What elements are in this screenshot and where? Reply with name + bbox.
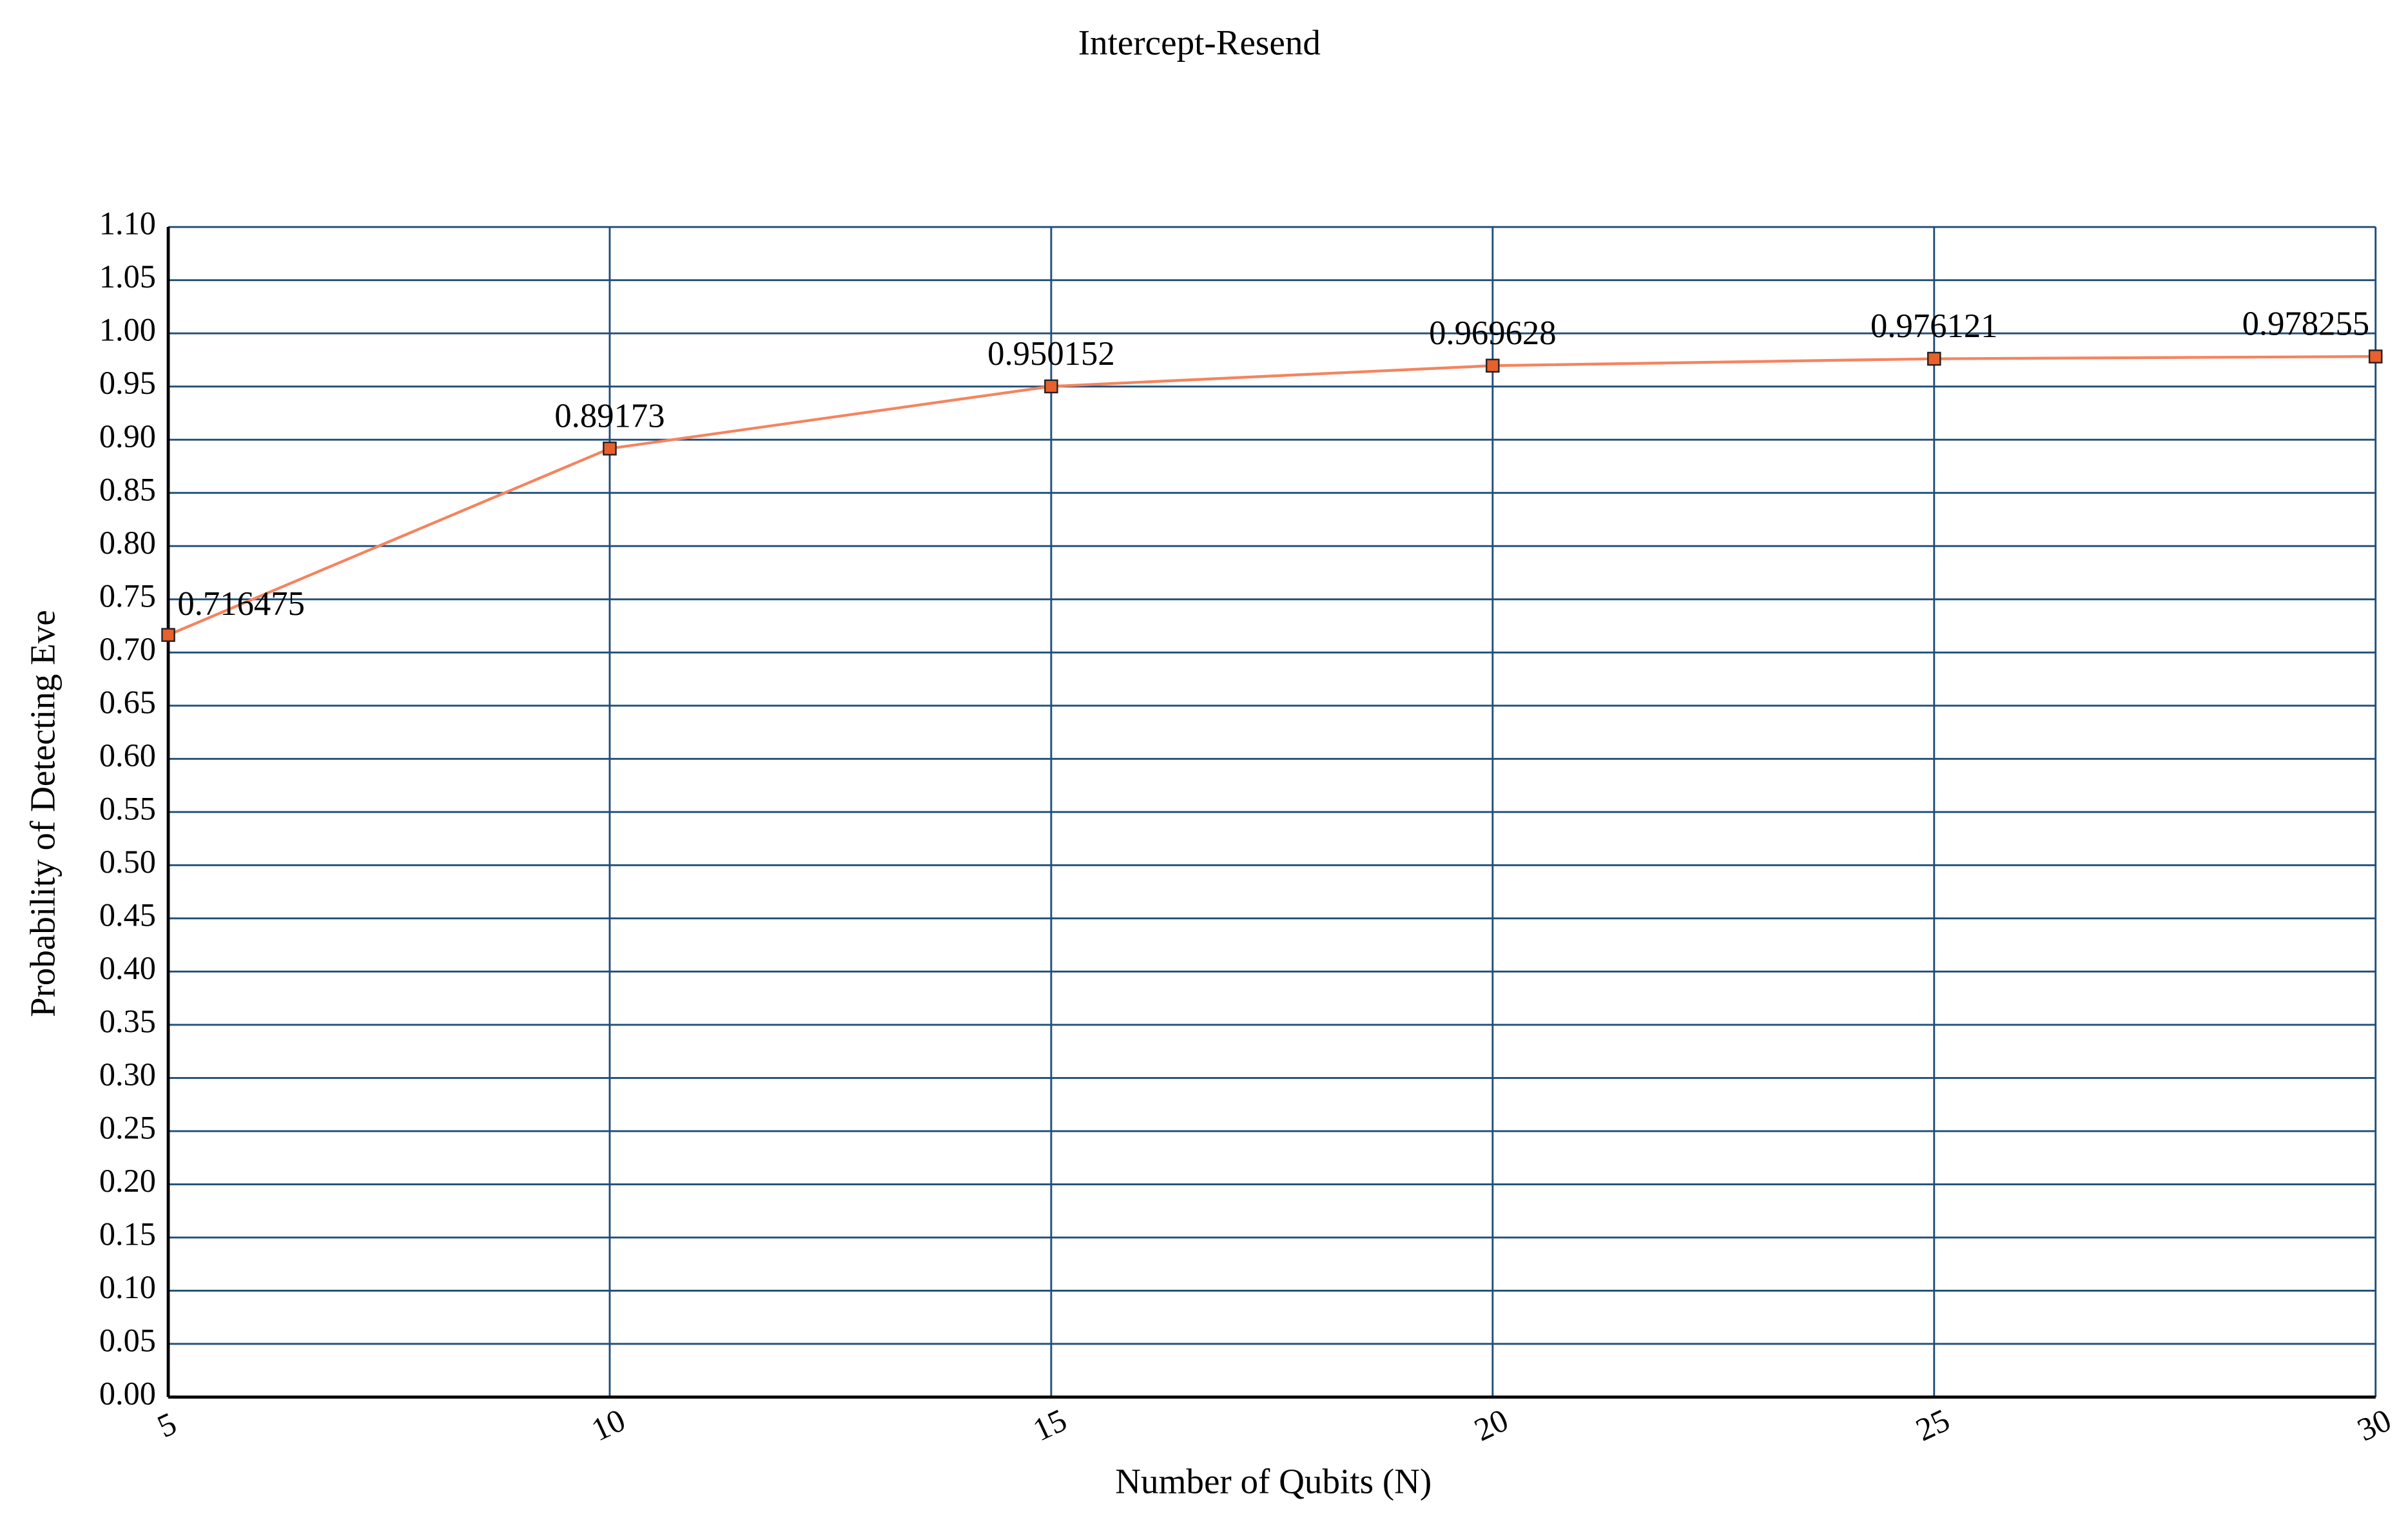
y-axis-label: Probability of Detecting Eve	[23, 610, 62, 1017]
x-axis-label: Number of Qubits (N)	[1115, 1462, 1432, 1501]
data-label: 0.89173	[554, 397, 665, 434]
y-tick-label: 0.25	[99, 1109, 156, 1145]
point-marker	[161, 628, 175, 642]
y-tick-label: 0.70	[99, 631, 156, 667]
y-tick-label: 0.95	[99, 365, 156, 401]
y-tick-label: 0.45	[99, 897, 156, 933]
y-tick-label: 0.20	[99, 1163, 156, 1199]
point-marker	[1927, 351, 1941, 366]
point-marker	[603, 442, 617, 456]
x-tick-label: 25	[1910, 1401, 1955, 1448]
y-tick-label: 0.90	[99, 418, 156, 454]
y-tick-label: 0.75	[99, 578, 156, 614]
series-line	[168, 355, 2376, 637]
data-label: 0.969628	[1429, 315, 1557, 352]
y-tick-label: 0.85	[99, 471, 156, 507]
y-tick-label: 1.10	[99, 206, 156, 242]
x-tick-label: 30	[2352, 1401, 2396, 1448]
data-label: 0.950152	[987, 335, 1115, 373]
data-label: 0.976121	[1870, 307, 1998, 345]
y-tick-label: 1.00	[99, 312, 156, 348]
data-label: 0.716475	[177, 585, 305, 623]
x-tick-label: 15	[1027, 1401, 1072, 1448]
y-tick-label: 0.00	[99, 1375, 156, 1412]
y-tick-label: 0.50	[99, 844, 156, 880]
y-tick-label: 0.30	[99, 1056, 156, 1093]
y-tick-label: 1.05	[99, 258, 156, 295]
y-tick-label: 0.40	[99, 950, 156, 986]
x-tick-label: 10	[586, 1401, 630, 1448]
y-tick-label: 0.15	[99, 1216, 156, 1252]
y-tick-label: 0.05	[99, 1323, 156, 1359]
data-label: 0.978255	[2242, 306, 2370, 343]
x-tick-label: 5	[152, 1405, 182, 1444]
y-tick-label: 0.10	[99, 1269, 156, 1305]
point-marker	[2368, 349, 2383, 364]
point-marker	[1044, 379, 1058, 394]
chart-title: Intercept-Resend	[1078, 23, 1321, 63]
y-tick-label: 0.55	[99, 790, 156, 826]
y-tick-label: 0.35	[99, 1003, 156, 1039]
y-tick-label: 0.80	[99, 525, 156, 561]
point-marker	[1486, 358, 1500, 373]
x-tick-label: 20	[1469, 1401, 1513, 1448]
y-tick-label: 0.60	[99, 737, 156, 773]
y-tick-label: 0.65	[99, 684, 156, 720]
